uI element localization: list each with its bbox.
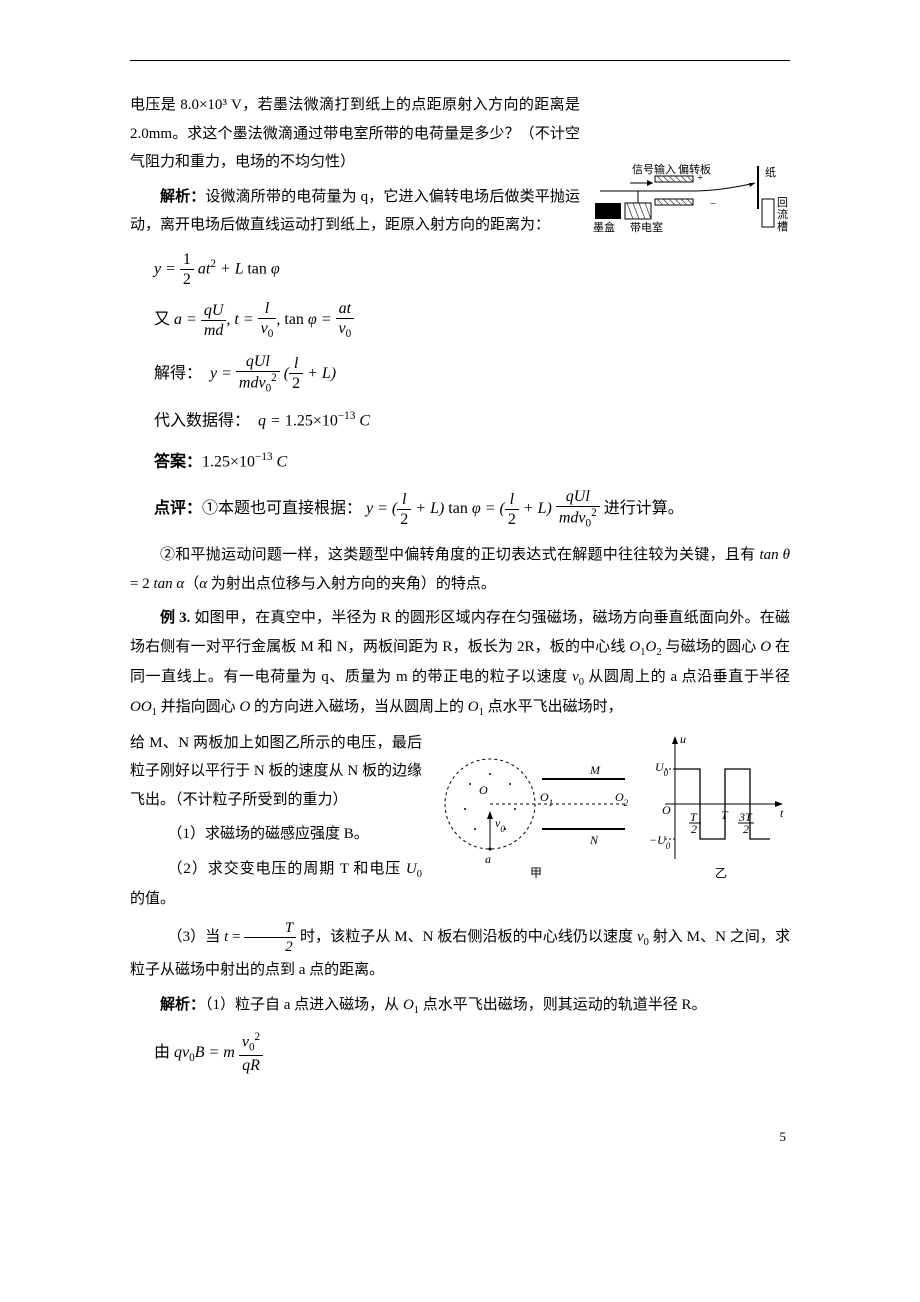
comment-1: 点评：①本题也可直接根据： y = (l2 + L) tan φ = (l2 +… xyxy=(154,487,790,531)
svg-text:u: u xyxy=(680,732,686,746)
svg-text:t: t xyxy=(780,806,784,820)
label-plate: 偏转板 xyxy=(678,162,711,176)
svg-text:N: N xyxy=(589,833,599,847)
label-slot-1: 回 xyxy=(777,196,788,209)
equation-2: 又 a = qUmd, t = lv0, tan φ = atv0 xyxy=(154,299,790,342)
label-charge: 带电室 xyxy=(630,220,663,234)
inkjet-schematic: 信号输入 偏转板 + − 墨盒 带电室 纸 回 流 槽 xyxy=(590,161,790,251)
label-signal: 信号输入 xyxy=(632,162,676,176)
label-paper: 纸 xyxy=(765,166,776,179)
caption-jia: 甲 xyxy=(530,866,542,880)
answer-line: 答案：1.25×10−13 C xyxy=(154,447,790,478)
svg-text:2: 2 xyxy=(691,822,697,836)
solution-1: 解析：（1）粒子自 a 点进入磁场，从 O1 点水平飞出磁场，则其运动的轨道半径… xyxy=(130,991,790,1021)
equation-4: 代入数据得： q = 1.25×10−13 C xyxy=(154,406,790,437)
svg-text:M: M xyxy=(589,763,601,777)
svg-text:槽: 槽 xyxy=(777,220,788,233)
comment-2: ②和平抛运动问题一样，这类题型中偏转角度的正切表达式在解题中往往较为关键，且有 … xyxy=(130,541,790,598)
svg-text:−U0: −U0 xyxy=(649,833,671,851)
svg-text:a: a xyxy=(485,852,491,866)
svg-text:2: 2 xyxy=(743,822,749,836)
svg-text:流: 流 xyxy=(777,207,788,221)
svg-text:O1: O1 xyxy=(540,790,553,808)
page-number: 5 xyxy=(130,1125,790,1150)
equation-3: 解得： y = qUlmdv02 (l2 + L) xyxy=(154,352,790,396)
label-analysis: 解析： xyxy=(160,189,205,205)
figure-2: O M N O1 O2 v0 a 甲 u t O U0 −U0 T xyxy=(430,729,790,910)
question-3: （3）当 t = T2 时，该粒子从 M、N 板右侧沿板的中心线仍以速度 v0 … xyxy=(130,919,790,985)
svg-text:T: T xyxy=(721,808,729,822)
example-3-stem: 例 3. 如图甲，在真空中，半径为 R 的圆形区域内存在匀强磁场，磁场方向垂直纸… xyxy=(130,604,790,722)
caption-yi: 乙 xyxy=(715,866,727,880)
label-ink: 墨盒 xyxy=(593,220,615,234)
svg-text:v0: v0 xyxy=(495,816,505,834)
svg-text:O: O xyxy=(662,803,671,817)
svg-text:O: O xyxy=(479,783,488,797)
field-and-wave-diagram: O M N O1 O2 v0 a 甲 u t O U0 −U0 T xyxy=(430,729,790,899)
equation-6: 由 qv0B = m v02qR xyxy=(154,1031,790,1075)
figure-1: 信号输入 偏转板 + − 墨盒 带电室 纸 回 流 槽 xyxy=(590,161,790,262)
top-rule xyxy=(130,60,790,61)
label-plus: + xyxy=(697,172,703,184)
label-minus: − xyxy=(710,198,716,210)
svg-text:O2: O2 xyxy=(615,790,629,808)
